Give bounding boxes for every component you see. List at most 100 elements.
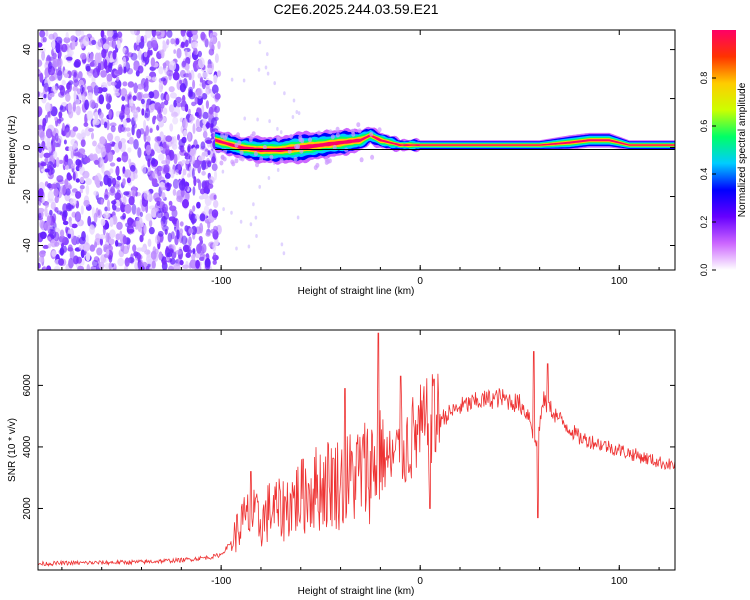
noise-blob <box>40 162 47 167</box>
noise-blob <box>79 185 85 190</box>
spectrogram-frame <box>37 29 676 271</box>
noise-speck <box>239 219 243 224</box>
noise-blob <box>62 210 68 218</box>
noise-blob <box>201 71 209 78</box>
noise-blob <box>157 230 164 237</box>
noise-blob <box>156 112 163 122</box>
noise-blob <box>44 206 48 217</box>
noise-blob <box>160 93 165 101</box>
noise-blob <box>136 34 142 43</box>
noise-blob <box>109 57 113 63</box>
noise-blob <box>194 112 199 117</box>
noise-blob <box>157 146 164 151</box>
noise-blob <box>175 96 182 103</box>
noise-blob <box>128 94 132 100</box>
colorbar-tick-label: 0.8 <box>699 72 709 85</box>
noise-blob <box>120 88 128 97</box>
noise-blob <box>44 157 49 163</box>
noise-blob <box>160 49 165 59</box>
spectrogram-x-tick-label: -100 <box>211 276 231 287</box>
snr-y-label: SNR (10 * v/v) <box>7 418 18 482</box>
noise-blob <box>171 142 175 149</box>
noise-blob <box>158 153 165 161</box>
noise-blob <box>43 93 47 99</box>
noise-blob <box>82 170 90 179</box>
noise-blob <box>45 30 49 37</box>
noise-blob <box>142 93 150 99</box>
noise-blob <box>145 213 153 222</box>
noise-blob <box>123 191 130 196</box>
noise-blob <box>127 147 132 153</box>
spectrogram-y-label: Frequency (Hz) <box>7 116 18 185</box>
noise-blob <box>130 253 134 262</box>
noise-blob <box>76 236 80 245</box>
noise-blob <box>172 178 179 189</box>
noise-blob <box>42 36 47 43</box>
noise-speck <box>266 71 270 76</box>
noise-speck <box>273 81 277 86</box>
noise-blob <box>189 114 194 119</box>
noise-blob <box>192 123 196 135</box>
noise-blob <box>62 122 65 131</box>
noise-speck <box>291 115 295 119</box>
noise-blob <box>65 146 70 151</box>
noise-blob <box>192 205 196 212</box>
noise-blob <box>38 145 42 154</box>
noise-blob <box>55 36 63 45</box>
noise-blob <box>195 144 200 149</box>
noise-blob <box>213 74 218 84</box>
noise-blob <box>165 145 170 154</box>
noise-blob <box>212 36 217 45</box>
noise-blob <box>110 81 117 86</box>
noise-blob <box>179 79 183 85</box>
noise-blob <box>80 52 87 60</box>
noise-blob <box>145 144 152 156</box>
noise-speck <box>257 67 261 72</box>
noise-blob <box>81 95 85 102</box>
noise-blob <box>52 58 60 68</box>
signal-halo <box>344 147 349 153</box>
noise-blob <box>83 90 88 97</box>
noise-blob <box>83 36 90 47</box>
noise-blob <box>54 196 59 204</box>
noise-blob <box>80 249 85 259</box>
noise-blob <box>145 125 149 136</box>
noise-blob <box>195 259 201 269</box>
noise-blob <box>80 129 86 140</box>
noise-blob <box>116 221 123 230</box>
signal-halo <box>317 130 321 136</box>
noise-blob <box>63 155 69 166</box>
noise-blob <box>44 114 49 124</box>
noise-blob <box>63 139 67 145</box>
noise-blob <box>58 235 66 243</box>
noise-blob <box>101 48 107 59</box>
noise-blob <box>77 153 84 158</box>
noise-speck <box>266 52 269 57</box>
noise-blob <box>80 139 86 148</box>
noise-blob <box>211 31 218 38</box>
noise-blob <box>66 49 74 57</box>
noise-blob <box>156 124 160 131</box>
noise-blob <box>51 39 56 50</box>
noise-blob <box>75 178 81 183</box>
noise-blob <box>39 231 47 240</box>
noise-blob <box>100 198 104 205</box>
noise-blob <box>73 79 79 87</box>
noise-blob <box>110 125 116 133</box>
noise-blob <box>50 201 56 210</box>
noise-blob <box>108 262 113 270</box>
noise-blob <box>69 129 76 138</box>
noise-blob <box>47 243 52 249</box>
noise-blob <box>73 61 81 68</box>
noise-speck <box>282 251 286 256</box>
noise-blob <box>214 93 221 100</box>
noise-blob <box>49 229 57 239</box>
noise-blob <box>163 164 170 174</box>
noise-blob <box>122 196 127 205</box>
noise-blob <box>192 79 196 89</box>
noise-blob <box>103 59 108 70</box>
noise-blob <box>158 66 164 75</box>
noise-blob <box>92 259 98 268</box>
noise-blob <box>127 228 135 233</box>
noise-blob <box>137 261 144 270</box>
